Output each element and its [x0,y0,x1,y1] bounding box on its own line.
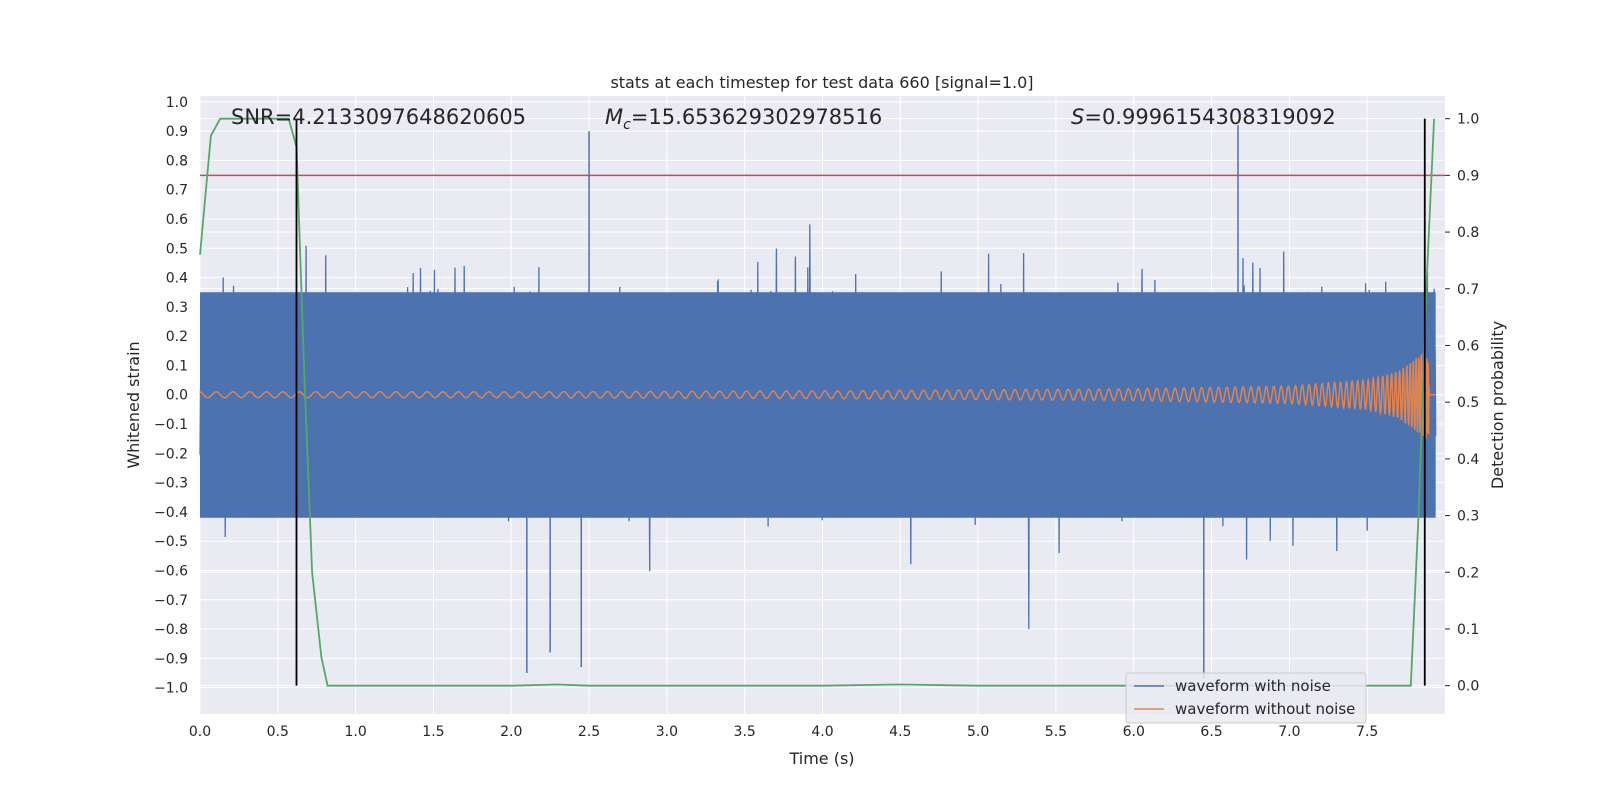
y-axis-right-label: Detection probability [1488,321,1507,489]
x-tick-label: 2.0 [500,724,522,740]
y-right-tick-label: 0.8 [1457,225,1479,241]
x-tick-label: 4.0 [811,724,833,740]
x-tick-label: 1.5 [422,724,444,740]
mc-subscript: c [623,117,631,133]
noise-band [200,292,1436,518]
y-right-tick-label: 0.0 [1457,679,1479,695]
y-left-tick-label: −0.4 [154,505,188,521]
mc-symbol: M [605,105,623,129]
x-tick-label: 3.0 [656,724,678,740]
legend-label-noise: waveform with noise [1175,677,1331,695]
y-left-tick-label: 1.0 [166,95,188,111]
x-tick-label: 0.5 [267,724,289,740]
y-right-tick-label: 0.2 [1457,565,1479,581]
x-tick-label: 6.0 [1123,724,1145,740]
y-axis-right-ticks: 1.0 0.9 0.8 0.7 0.6 0.5 0.4 0.3 0.2 0.1 0.0 [1445,112,1479,695]
y-right-tick-label: 0.6 [1457,338,1479,354]
x-tick-label: 2.5 [578,724,600,740]
y-left-tick-label: −0.3 [154,476,188,492]
x-tick-label: 7.0 [1278,724,1300,740]
snr-annotation: SNR=4.2133097648620605 [231,105,526,129]
y-left-tick-label: 0.4 [166,271,188,287]
legend: waveform with noise waveform without noi… [1125,672,1367,724]
y-right-tick-label: 0.9 [1457,168,1479,184]
y-left-tick-label: −0.6 [154,563,188,579]
y-left-tick-label: 0.8 [166,153,188,169]
y-left-tick-label: −0.2 [154,446,188,462]
y-axis-left-label: Whitened strain [124,341,143,468]
y-right-tick-label: 0.1 [1457,622,1479,638]
y-left-tick-label: −0.5 [154,534,188,550]
x-tick-label: 1.0 [344,724,366,740]
y-left-tick-label: −0.9 [154,651,188,667]
y-left-tick-label: 0.5 [166,241,188,257]
y-left-tick-label: −0.7 [154,593,188,609]
y-left-tick-label: 0.9 [166,124,188,140]
s-symbol: S [1071,105,1084,129]
x-axis-label: Time (s) [788,749,854,768]
y-left-tick-label: −1.0 [154,681,188,697]
x-tick-label: 5.0 [967,724,989,740]
y-left-tick-label: 0.0 [166,388,188,404]
series-waveform-without-noise [199,352,1436,439]
y-left-tick-label: 0.6 [166,212,188,228]
y-left-tick-label: −0.1 [154,417,188,433]
chirp-mass-annotation: Mc=15.653629302978516 [605,105,882,133]
event-markers [295,118,1426,686]
y-left-tick-label: 0.2 [166,329,188,345]
x-tick-label: 3.5 [734,724,756,740]
x-tick-label: 7.5 [1356,724,1378,740]
x-tick-label: 6.5 [1200,724,1222,740]
y-right-tick-label: 0.4 [1457,452,1479,468]
clean-trace [199,352,1436,439]
mc-value: =15.653629302978516 [631,105,882,129]
y-axis-left-ticks: 1.0 0.9 0.8 0.7 0.6 0.5 0.4 0.3 0.2 0.1 0.0 −0.1 −0.… [154,95,188,697]
x-tick-label: 4.5 [889,724,911,740]
y-left-tick-label: 0.7 [166,183,188,199]
s-value: =0.9996154308319092 [1084,105,1335,129]
x-tick-label: 5.5 [1045,724,1067,740]
y-left-tick-label: 0.3 [166,300,188,316]
y-right-tick-label: 0.7 [1457,282,1479,298]
legend-label-clean: waveform without noise [1175,700,1355,718]
y-right-tick-label: 1.0 [1457,112,1479,128]
chart-title: stats at each timestep for test data 660… [610,73,1033,92]
x-axis-ticks: 0.0 0.5 1.0 1.5 2.0 2.5 3.0 3.5 4.0 4.5 5.0 5.5 6.0 6… [189,724,1378,740]
s-annotation: S=0.9996154308319092 [1071,105,1336,129]
legend-box [1125,672,1367,724]
y-right-tick-label: 0.3 [1457,509,1479,525]
y-right-tick-label: 0.5 [1457,395,1479,411]
x-tick-label: 0.0 [189,724,211,740]
y-left-tick-label: 0.1 [166,358,188,374]
series-waveform-with-noise [199,125,1437,679]
y-left-tick-label: −0.8 [154,622,188,638]
